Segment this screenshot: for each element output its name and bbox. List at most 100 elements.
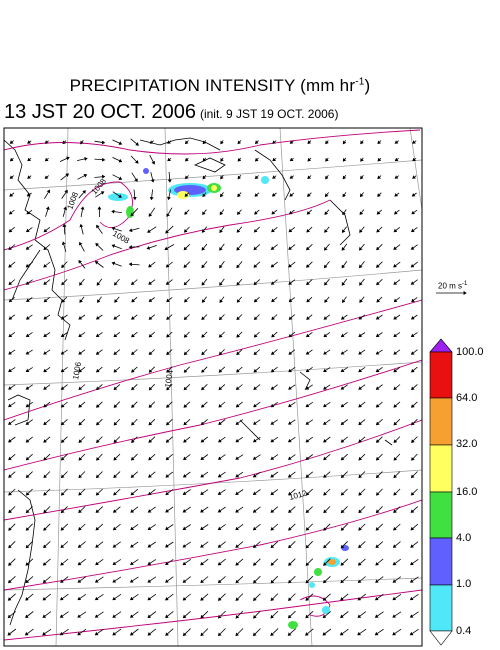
wind-arrow	[287, 628, 296, 636]
wind-arrow	[324, 278, 330, 286]
wind-arrow	[60, 173, 70, 181]
wind-arrow	[392, 628, 402, 636]
wind-arrow	[78, 241, 85, 252]
wind-arrow	[113, 488, 121, 496]
wind-arrow	[42, 628, 52, 636]
wind-arrow	[270, 628, 279, 636]
wind-arrow	[305, 331, 313, 338]
wind-arrow	[201, 243, 208, 251]
colorbar-swatch	[429, 397, 453, 446]
wind-arrow	[183, 436, 191, 443]
wind-arrow	[131, 366, 138, 373]
wind-arrow	[218, 366, 226, 373]
wind-arrow	[131, 172, 138, 182]
wind-arrow	[253, 384, 261, 390]
wind-arrow	[60, 332, 68, 337]
wind-arrow	[322, 628, 332, 636]
wind-arrow	[201, 384, 208, 391]
wind-arrow	[392, 541, 401, 548]
wind-arrow	[43, 384, 51, 390]
wind-arrow	[8, 279, 16, 286]
wind-arrow	[112, 576, 122, 583]
wind-arrow	[377, 157, 382, 162]
wind-arrow	[410, 279, 418, 285]
wind-arrow	[147, 506, 156, 513]
wind-arrow	[8, 367, 16, 373]
wind-arrow	[323, 558, 331, 566]
wind-arrow	[340, 576, 349, 584]
wind-arrow	[147, 226, 157, 233]
valid-time: 13 JST 20 OCT. 2006 (init. 9 JST 19 OCT. …	[4, 101, 339, 123]
wind-arrow	[129, 593, 139, 601]
wind-arrow	[78, 259, 86, 269]
isobars	[4, 129, 422, 641]
wind-arrow	[25, 558, 34, 566]
wind-arrow	[324, 192, 329, 198]
wind-arrow	[288, 558, 296, 566]
wind-arrow	[289, 157, 294, 162]
wind-arrow	[235, 384, 243, 391]
wind-arrow	[113, 366, 121, 373]
wind-arrow	[42, 611, 52, 618]
wind-arrow	[79, 296, 85, 303]
wind-arrow	[377, 140, 382, 145]
wind-arrow	[202, 192, 207, 198]
wind-arrow	[236, 314, 243, 321]
wind-arrow	[323, 523, 331, 531]
wind-arrow	[340, 332, 348, 338]
wind-arrow	[200, 524, 209, 530]
wind-arrow	[270, 384, 278, 390]
wind-arrow	[323, 367, 331, 373]
wind-arrow	[43, 541, 51, 549]
wind-arrow	[253, 314, 260, 321]
wind-arrow	[25, 261, 33, 268]
wind-arrow	[113, 401, 121, 408]
wind-arrow	[148, 366, 155, 373]
wind-arrow	[323, 541, 331, 549]
wind-arrow	[43, 523, 51, 531]
wind-arrow	[217, 489, 226, 495]
wind-arrow	[393, 279, 401, 285]
wind-arrow	[305, 349, 313, 355]
wind-arrow	[95, 349, 103, 355]
wind-arrow	[166, 297, 173, 303]
wind-arrow	[77, 611, 87, 618]
wind-arrow	[78, 366, 86, 373]
wind-arrow	[60, 314, 68, 320]
wind-arrow	[288, 419, 296, 425]
wind-arrow	[185, 157, 189, 162]
wind-arrow	[237, 175, 242, 180]
wind-arrow	[253, 558, 261, 566]
wind-arrow	[376, 279, 383, 286]
wind-arrow	[235, 610, 244, 619]
wind-arrow	[59, 611, 69, 618]
wind-arrow	[8, 506, 16, 514]
wind-arrow	[78, 314, 86, 320]
wind-arrow	[307, 192, 312, 197]
isobar-label: 1008	[111, 229, 131, 246]
wind-arrow	[340, 523, 348, 531]
wind-arrow	[78, 401, 86, 408]
wind-arrow	[8, 523, 16, 531]
wind-arrow	[128, 262, 140, 267]
wind-arrow	[271, 331, 278, 338]
wind-arrow	[375, 541, 384, 549]
wind-arrow	[375, 558, 384, 566]
wind-arrow	[288, 226, 296, 233]
wind-arrow	[202, 140, 207, 145]
wind-arrow	[200, 576, 209, 584]
wind-arrow	[131, 331, 138, 338]
colorbar-swatch	[429, 351, 453, 399]
wind-arrow	[288, 314, 295, 320]
wind-arrow	[8, 576, 16, 584]
wind-arrow	[217, 541, 226, 548]
wind-arrow	[305, 488, 313, 496]
wind-arrow	[307, 157, 312, 162]
wind-arrow	[218, 401, 226, 408]
wind-arrow	[25, 523, 33, 531]
wind-arrow	[323, 419, 331, 425]
wind-arrow	[358, 541, 366, 549]
wind-arrow	[25, 436, 33, 443]
wind-arrow	[340, 453, 348, 461]
wind-arrow	[270, 489, 279, 496]
